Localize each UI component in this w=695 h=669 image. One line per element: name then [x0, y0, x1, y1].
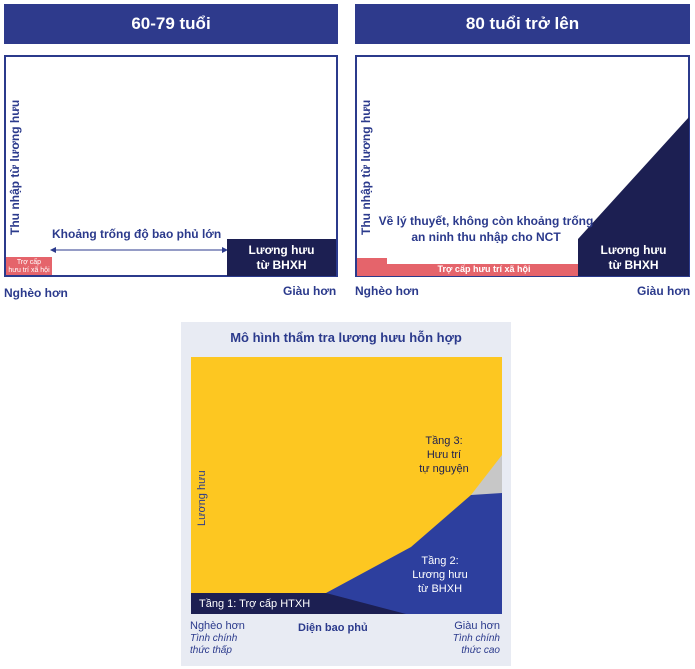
left-poorer-label: Nghèo hơn: [4, 286, 68, 300]
tier3-line-3: tự nguyện: [419, 462, 469, 475]
right-richer-label: Giàu hơn: [637, 284, 691, 298]
left-richer-label: Giàu hơn: [283, 284, 337, 298]
right-social-pension-bar: [357, 258, 581, 276]
hybrid-y-label: Lương hưu: [196, 470, 208, 526]
left-pension-block: Lương hưu từ BHXH: [227, 239, 336, 276]
left-social-pension-bar: Trợ cấp hưu trí xã hội: [6, 257, 52, 275]
hybrid-richer-group: Giàu hơn Tình chính thức cao: [446, 620, 500, 657]
hybrid-richer-label: Giàu hơn: [454, 620, 500, 632]
tier2-label: Tầng 2: Lương hưu từ BHXH: [400, 555, 480, 596]
right-pension-shape: [578, 117, 689, 276]
right-pension-label-1: Lương hưu: [600, 242, 667, 257]
hybrid-poorer-sub-2: thức thấp: [190, 645, 232, 657]
hybrid-richer-sub-1: Tình chính: [452, 633, 500, 645]
left-gap-arrow: [50, 247, 228, 253]
tier3-line-1: Tầng 3:: [425, 435, 463, 447]
hybrid-richer-sub-2: thức cao: [461, 645, 500, 657]
tier3-label: Tầng 3: Hưu trí tự nguyện: [404, 435, 484, 476]
right-note: Về lý thuyết, không còn khoảng trống an …: [376, 213, 596, 245]
left-pension-label-1: Lương hưu: [248, 242, 315, 257]
right-social-pension-label: Trợ cấp hưu trí xã hội: [437, 264, 531, 274]
left-gap-label: Khoảng trống độ bao phủ lớn: [52, 227, 222, 241]
hybrid-x-label: Diện bao phủ: [298, 622, 368, 634]
hybrid-model-title: Mô hình thẩm tra lương hưu hỗn hợp: [230, 330, 462, 345]
left-panel-title: 60-79 tuổi: [131, 14, 211, 33]
left-pension-label-2: từ BHXH: [256, 257, 307, 272]
left-panel-header: 60-79 tuổi: [4, 4, 338, 44]
tier2-line-3: từ BHXH: [417, 582, 463, 595]
hybrid-poorer-label: Nghèo hơn: [190, 620, 245, 632]
hybrid-poorer-sub-1: Tình chính: [190, 633, 238, 645]
hybrid-model-chart: [191, 357, 502, 614]
right-pension-label-2: từ BHXH: [608, 257, 659, 272]
left-social-pension-label-2: hưu trí xã hội: [8, 266, 50, 274]
right-note-line-2: an ninh thu nhập cho NCT: [411, 230, 561, 245]
right-panel-header: 80 tuổi trở lên: [355, 4, 690, 44]
right-panel-title: 80 tuổi trở lên: [465, 14, 580, 33]
left-y-axis-label: Thu nhập từ lương hưu: [8, 99, 22, 235]
tier1-label: Tầng 1: Trợ cấp HTXH: [199, 598, 311, 610]
tier1-area: [191, 593, 406, 614]
right-note-line-1: Về lý thuyết, không còn khoảng trống: [378, 214, 594, 228]
tier2-area: [326, 493, 502, 614]
left-social-pension-label-1: Trợ cấp: [16, 259, 42, 266]
tier3-line-2: Hưu trí: [426, 448, 462, 461]
tier2-line-2: Lương hưu: [412, 568, 468, 581]
right-poorer-label: Nghèo hơn: [355, 284, 419, 298]
right-y-axis-label: Thu nhập từ lương hưu: [359, 99, 373, 235]
tier2-line-1: Tầng 2:: [421, 555, 459, 567]
right-pension-block: Lương hưu từ BHXH: [578, 239, 689, 276]
hybrid-poorer-group: Nghèo hơn Tình chính thức thấp: [190, 620, 245, 657]
